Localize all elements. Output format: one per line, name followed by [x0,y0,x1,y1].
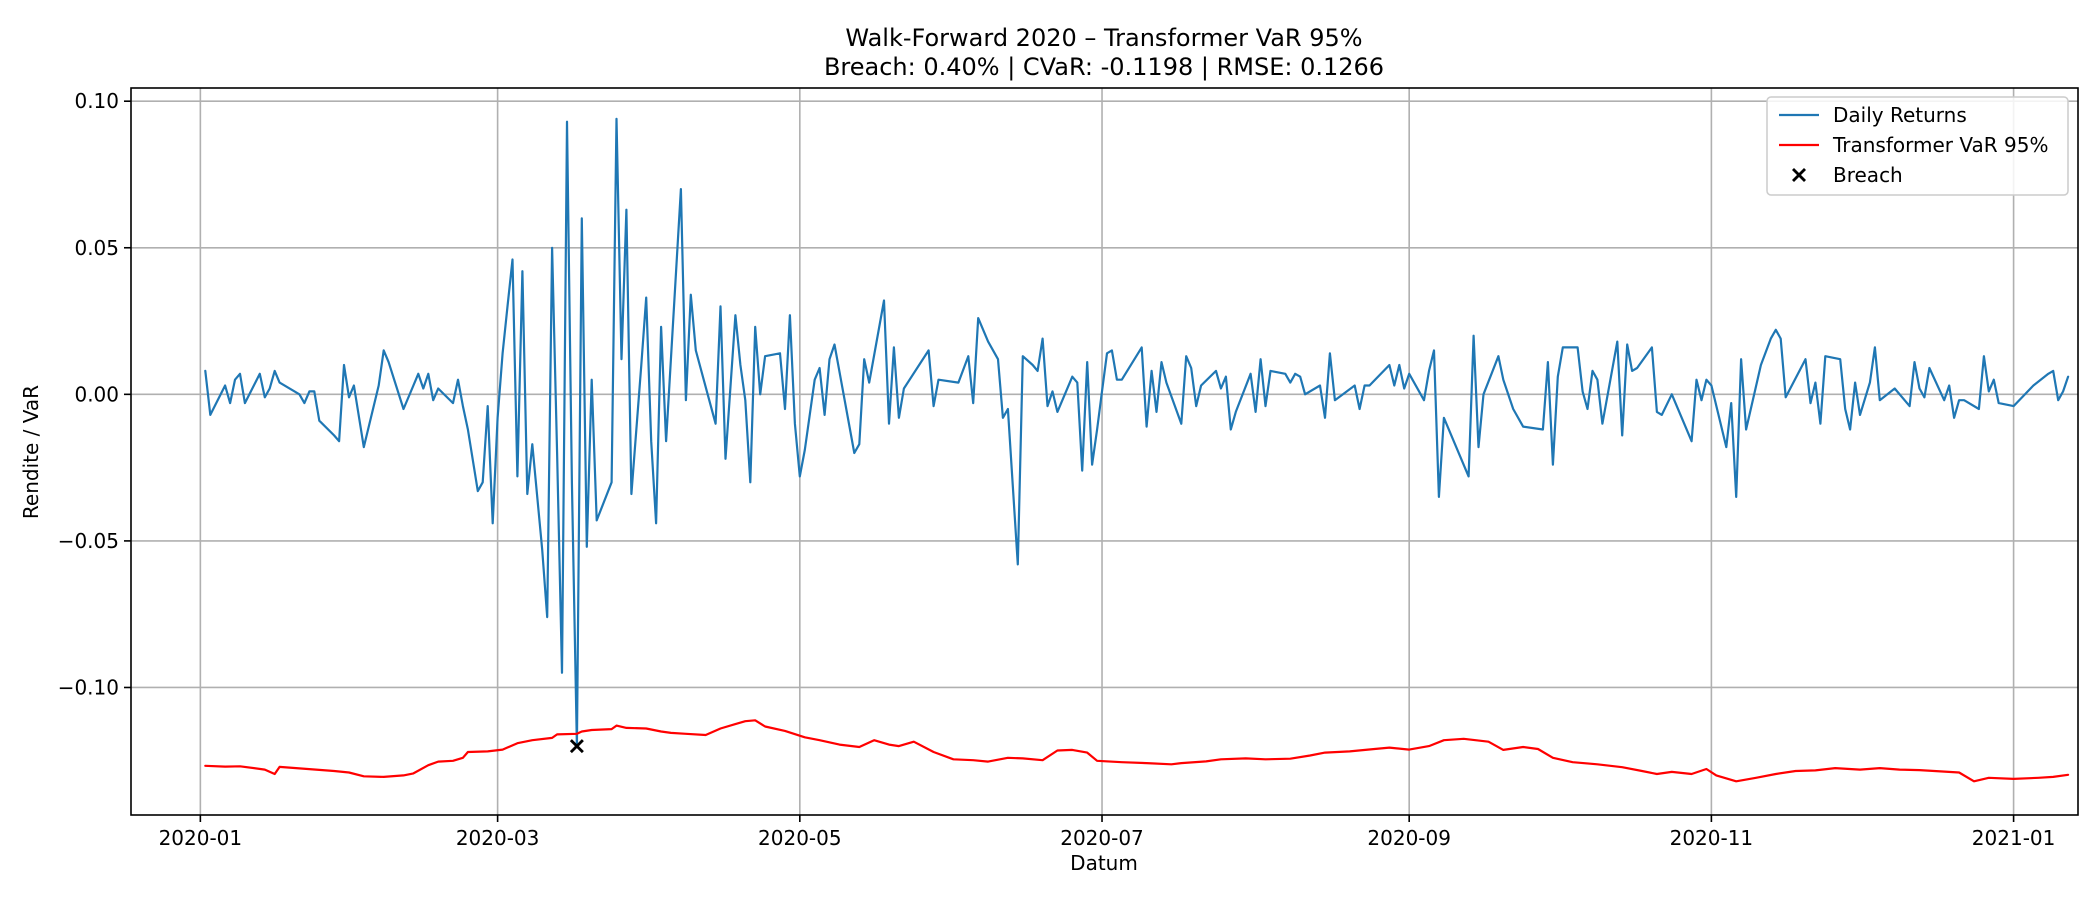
x-tick-label: 2020-01 [159,826,243,850]
data-layer [204,117,2070,783]
plot-frame [130,87,2079,816]
legend-swatch-breach [1792,168,1806,182]
tick-layer: 2020-01 2020-03 2020-05 2020-07 2020-09 2020-… [58,89,2056,850]
legend-label-daily-returns: Daily Returns [1833,103,1967,127]
legend-swatch-stroke [1792,168,1806,182]
y-axis-label: Rendite / VaR [19,385,43,519]
breach-marker-stroke [569,739,584,754]
chart-subtitle: Breach: 0.40% | CVaR: -0.1198 | RMSE: 0.… [824,53,1384,81]
legend: Daily Returns Transformer VaR 95% Breach [1766,96,2069,196]
x-tick-label: 2020-03 [456,826,540,850]
chart-title: Walk-Forward 2020 – Transformer VaR 95% [845,24,1362,52]
x-tick-label: 2021-01 [1972,826,2056,850]
y-tick-label: 0.10 [74,89,119,113]
daily-returns-line [204,117,2070,748]
y-tick-label: 0.05 [74,236,119,260]
x-tick-label: 2020-07 [1060,826,1144,850]
legend-label-breach: Breach [1833,163,1903,187]
y-tick-label: −0.05 [58,529,119,553]
x-tick-label: 2020-05 [758,826,842,850]
x-tick-label: 2020-09 [1367,826,1451,850]
x-axis-label: Datum [1070,851,1138,875]
legend-label-transformer-var-95: Transformer VaR 95% [1832,133,2048,157]
legend-box [1766,96,2069,196]
breach-marker [569,739,584,754]
y-tick-label: −0.10 [58,675,119,699]
transformer-var-95-line [204,719,2070,783]
y-tick-label: 0.00 [74,382,119,406]
x-tick-label: 2020-11 [1670,826,1754,850]
